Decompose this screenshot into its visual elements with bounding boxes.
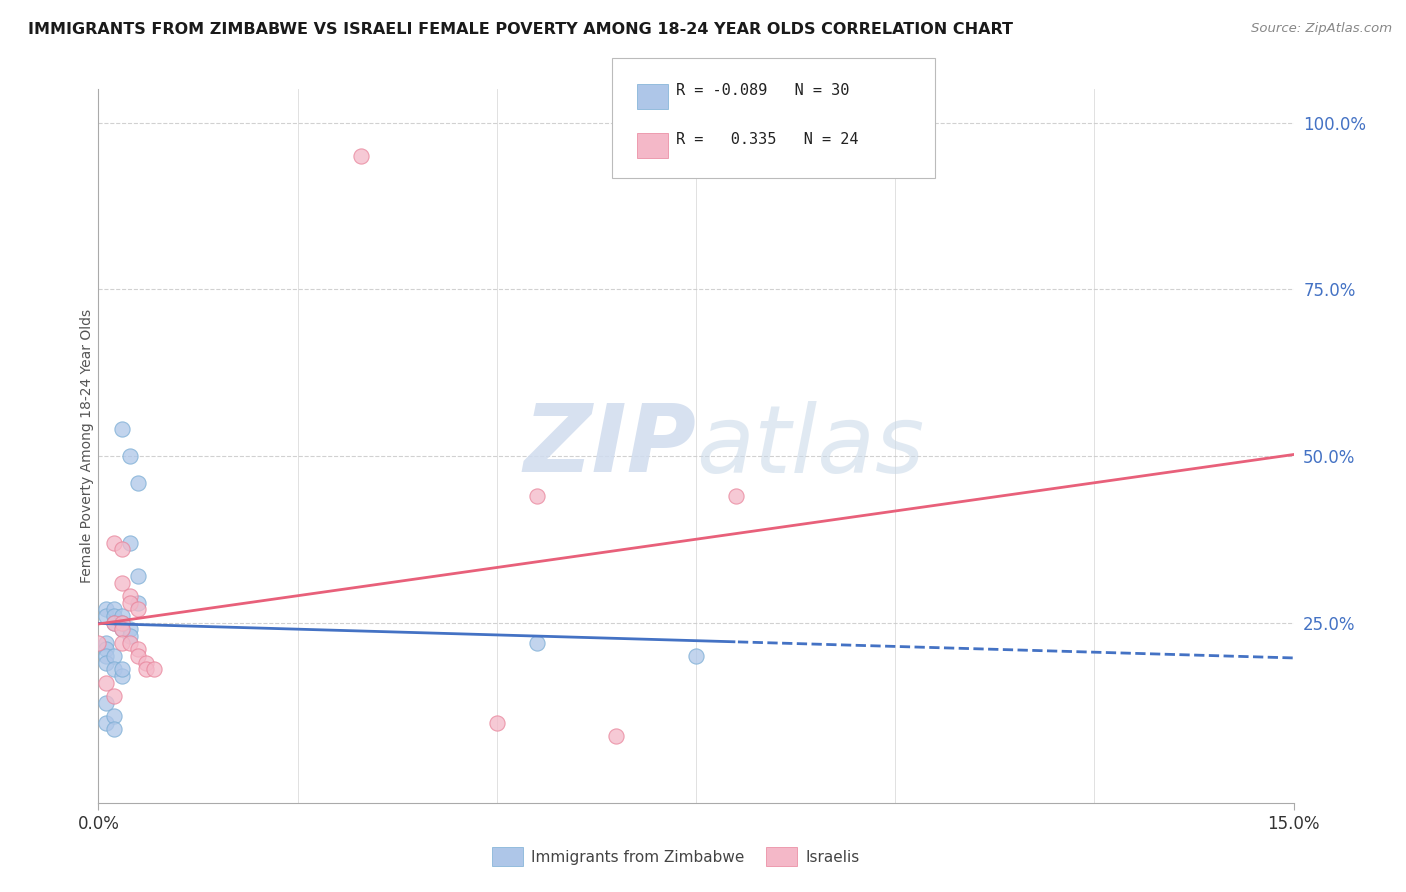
Point [103, 615, 125, 630]
Point [96, 675, 118, 690]
Point [485, 715, 508, 730]
Point [127, 602, 149, 616]
Point [111, 636, 134, 650]
Point [350, 149, 373, 163]
Point [103, 662, 125, 676]
Point [96, 642, 118, 657]
Text: atlas: atlas [696, 401, 924, 491]
Point [87, 636, 110, 650]
Point [103, 535, 125, 549]
Point [111, 609, 134, 624]
Point [143, 662, 166, 676]
Point [111, 623, 134, 637]
Point [111, 623, 134, 637]
Point [127, 569, 149, 583]
Point [120, 596, 142, 610]
Point [96, 636, 118, 650]
Text: R = -0.089   N = 30: R = -0.089 N = 30 [676, 83, 849, 98]
Point [96, 649, 118, 664]
Text: Immigrants from Zimbabwe: Immigrants from Zimbabwe [531, 850, 745, 865]
Text: ZIP: ZIP [523, 400, 696, 492]
Text: Israelis: Israelis [806, 850, 860, 865]
Point [526, 636, 548, 650]
Point [120, 449, 142, 463]
Point [103, 689, 125, 703]
Y-axis label: Female Poverty Among 18-24 Year Olds: Female Poverty Among 18-24 Year Olds [80, 309, 94, 583]
Point [96, 715, 118, 730]
Point [120, 589, 142, 603]
Point [127, 649, 149, 664]
Point [103, 723, 125, 737]
Point [120, 629, 142, 643]
Point [127, 642, 149, 657]
Point [127, 475, 149, 490]
Point [724, 489, 747, 503]
Point [135, 662, 157, 676]
Point [526, 489, 548, 503]
Point [96, 602, 118, 616]
Point [103, 649, 125, 664]
Point [111, 542, 134, 557]
Point [103, 615, 125, 630]
Point [111, 615, 134, 630]
Point [120, 636, 142, 650]
Point [120, 623, 142, 637]
Point [120, 535, 142, 549]
Point [103, 609, 125, 624]
Text: IMMIGRANTS FROM ZIMBABWE VS ISRAELI FEMALE POVERTY AMONG 18-24 YEAR OLDS CORRELA: IMMIGRANTS FROM ZIMBABWE VS ISRAELI FEMA… [28, 22, 1014, 37]
Point [685, 649, 707, 664]
Point [111, 575, 134, 590]
Point [96, 609, 118, 624]
Point [103, 602, 125, 616]
Point [135, 656, 157, 670]
Point [103, 709, 125, 723]
Text: R =   0.335   N = 24: R = 0.335 N = 24 [676, 132, 859, 147]
Point [111, 662, 134, 676]
Point [96, 656, 118, 670]
Point [111, 615, 134, 630]
Point [111, 422, 134, 436]
Point [111, 669, 134, 683]
Point [96, 696, 118, 710]
Text: Source: ZipAtlas.com: Source: ZipAtlas.com [1251, 22, 1392, 36]
Point [127, 596, 149, 610]
Point [605, 729, 627, 743]
